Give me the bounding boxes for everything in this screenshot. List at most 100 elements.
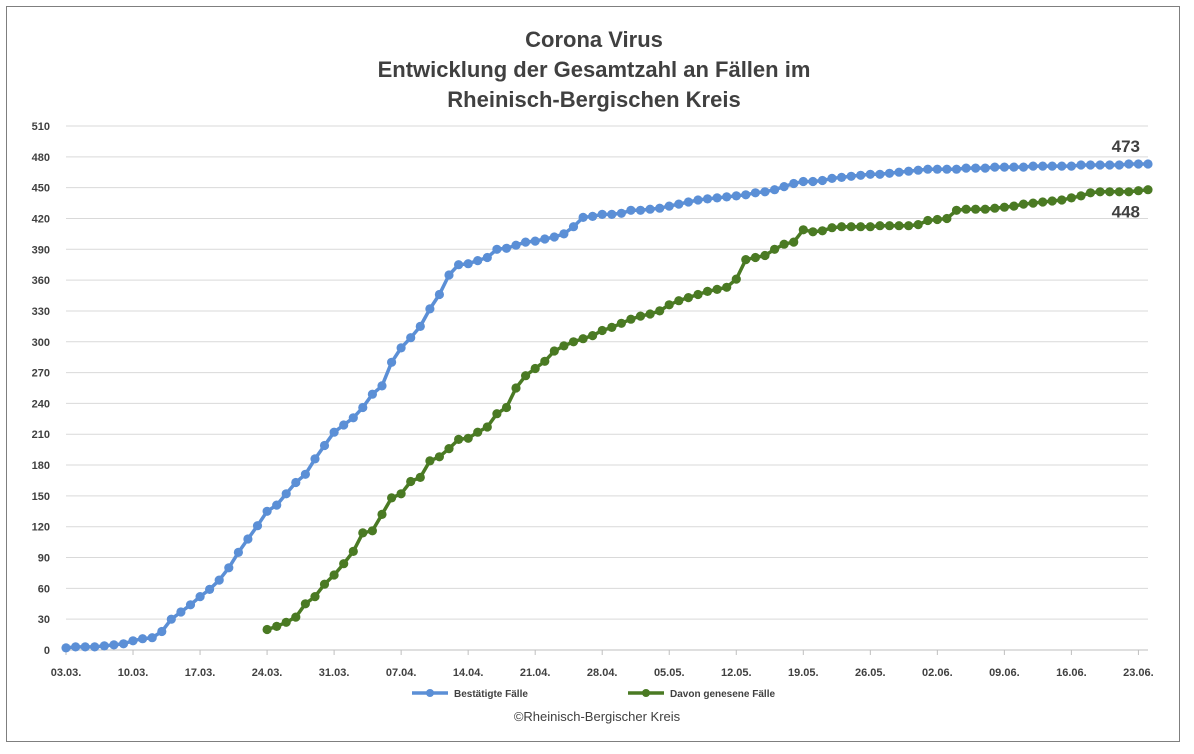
data-point xyxy=(846,222,856,232)
legend: Bestätigte Fälle Davon genesene Fälle xyxy=(412,689,775,700)
data-point xyxy=(252,521,263,531)
data-point xyxy=(415,472,425,482)
data-point xyxy=(635,311,646,321)
data-point xyxy=(789,237,799,247)
data-point xyxy=(90,642,100,652)
data-point xyxy=(1018,162,1029,172)
data-point xyxy=(1038,197,1048,207)
data-point xyxy=(856,222,866,232)
data-point xyxy=(1009,201,1019,211)
data-point xyxy=(310,454,320,464)
data-point xyxy=(501,243,512,253)
data-point xyxy=(521,371,531,381)
data-point xyxy=(616,318,627,328)
data-point xyxy=(770,185,780,195)
data-point xyxy=(990,203,1000,213)
data-point xyxy=(913,165,923,175)
data-point xyxy=(147,633,157,643)
y-tick-label: 120 xyxy=(32,522,50,534)
data-point xyxy=(865,222,875,232)
data-point xyxy=(702,194,713,204)
data-point xyxy=(521,237,531,247)
x-tick-label: 26.05. xyxy=(855,667,886,679)
data-point xyxy=(616,208,627,218)
data-point xyxy=(71,642,81,652)
data-point xyxy=(712,284,722,294)
end-value-label: 473 xyxy=(1112,137,1140,156)
x-tick-label: 28.04. xyxy=(587,667,618,679)
data-point xyxy=(473,427,483,437)
chart-title-line-2: Entwicklung der Gesamtzahl an Fällen im xyxy=(377,57,811,82)
data-point xyxy=(865,169,875,179)
data-point xyxy=(300,599,310,609)
data-point xyxy=(348,413,358,423)
data-point xyxy=(1105,187,1115,197)
x-tick-label: 09.06. xyxy=(989,667,1020,679)
data-point xyxy=(377,381,387,391)
data-point xyxy=(607,322,617,332)
data-point xyxy=(1076,191,1086,201)
legend-label: Davon genesene Fälle xyxy=(670,689,775,700)
data-point xyxy=(415,321,425,331)
data-point xyxy=(760,187,770,197)
x-tick-label: 12.05. xyxy=(721,667,752,679)
data-point xyxy=(1133,159,1143,169)
data-point xyxy=(923,215,933,226)
data-point xyxy=(396,489,406,499)
data-point xyxy=(904,221,914,231)
data-point xyxy=(568,337,579,347)
data-point xyxy=(1028,161,1038,171)
data-point xyxy=(798,225,808,235)
data-point xyxy=(444,270,454,280)
data-point xyxy=(827,223,837,233)
data-point xyxy=(942,164,952,174)
chart-title: Corona Virus Entwicklung der Gesamtzahl … xyxy=(7,25,1181,115)
data-point xyxy=(1066,193,1076,203)
data-point xyxy=(808,176,818,187)
data-point xyxy=(1085,188,1096,198)
data-point xyxy=(645,204,655,214)
y-tick-label: 300 xyxy=(32,337,50,349)
data-point xyxy=(233,547,243,558)
y-tick-label: 60 xyxy=(38,583,50,595)
data-point xyxy=(195,592,205,602)
data-point xyxy=(1057,161,1067,171)
data-point xyxy=(1105,160,1115,170)
data-point xyxy=(358,402,368,413)
data-point xyxy=(377,509,387,519)
data-point xyxy=(837,222,847,232)
data-point xyxy=(1114,187,1124,197)
data-point xyxy=(272,621,282,632)
data-point xyxy=(425,456,435,466)
data-point xyxy=(626,314,636,324)
data-point xyxy=(272,500,282,510)
data-point xyxy=(425,304,435,314)
data-point xyxy=(291,477,301,488)
legend-marker xyxy=(642,689,650,697)
data-point xyxy=(540,234,550,244)
data-point xyxy=(951,164,962,174)
data-point xyxy=(319,440,330,451)
data-point xyxy=(894,221,904,231)
data-point xyxy=(731,191,741,201)
data-point xyxy=(138,634,148,644)
data-point xyxy=(884,168,895,178)
data-point xyxy=(1085,160,1096,170)
data-point xyxy=(1133,186,1143,196)
data-point xyxy=(980,163,990,173)
x-tick-label: 14.04. xyxy=(453,667,484,679)
data-point xyxy=(1018,199,1029,209)
x-tick-label: 02.06. xyxy=(922,667,953,679)
data-point xyxy=(1095,160,1105,170)
data-point xyxy=(999,202,1010,212)
data-point xyxy=(817,175,828,186)
data-point xyxy=(664,201,674,211)
data-point xyxy=(683,293,694,303)
data-point xyxy=(396,343,406,353)
data-point xyxy=(185,600,196,610)
data-point xyxy=(367,526,377,536)
x-tick-label: 05.05. xyxy=(654,667,685,679)
data-point xyxy=(559,341,569,351)
data-point xyxy=(760,250,770,261)
